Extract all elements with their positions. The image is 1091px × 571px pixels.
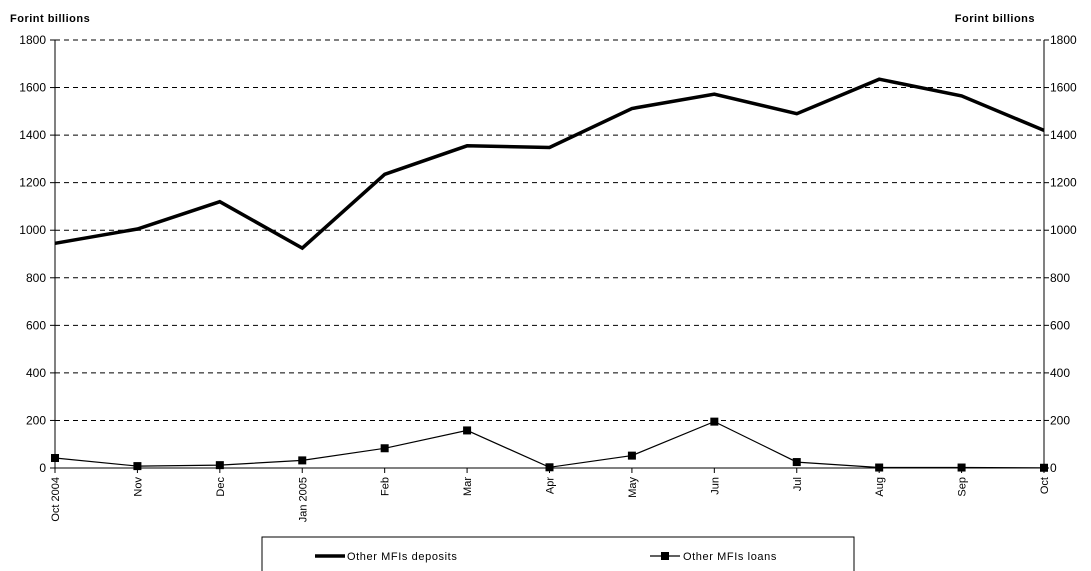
x-tick-label: Feb [380,477,392,496]
y-axis-right-ticks: 0 200 400 600 800 1000 1200 1400 1600 1800 [1044,33,1077,475]
data-point-marker [463,426,472,435]
y-right-tick-label: 200 [1050,413,1070,427]
y-right-tick-label: 1400 [1050,128,1077,142]
data-point-marker [133,462,142,471]
y-left-tick-label: 1000 [19,223,46,237]
x-tick-label: Jul [792,477,804,491]
x-tick-label: Jun [709,477,721,495]
series-lines [51,77,1048,472]
y-left-tick-label: 200 [26,413,46,427]
x-tick-label: Sep [957,477,969,497]
x-tick-label: Oct 2004 [50,477,62,522]
data-point-marker [875,463,884,472]
y-right-tick-label: 400 [1050,366,1070,380]
y-right-unit-label: Forint billions [955,13,1035,25]
legend-deposits-label: Other MFIs deposits [347,551,457,563]
x-tick-label: Aug [874,477,886,497]
data-point-marker [51,454,59,463]
y-left-tick-label: 800 [26,271,46,285]
legend-loans-marker [661,552,669,560]
y-right-tick-label: 1600 [1050,81,1077,95]
y-right-tick-label: 1200 [1050,176,1077,190]
x-tick-label: Dec [215,477,227,497]
data-point-marker [298,456,307,465]
x-tick-label: Oct [1039,477,1051,494]
x-tick-label: May [627,477,639,498]
y-left-tick-label: 600 [26,318,46,332]
y-left-unit-label: Forint billions [10,13,90,25]
data-point-marker [545,463,554,472]
data-point-marker [380,444,389,453]
x-tick-label: Nov [132,477,144,497]
legend-loans-label: Other MFIs loans [683,551,777,563]
y-left-tick-label: 0 [39,461,46,475]
y-left-tick-label: 1600 [19,81,46,95]
y-right-tick-label: 1000 [1050,223,1077,237]
x-tick-label: Apr [545,477,557,494]
legend: Other MFIs deposits Other MFIs loans [261,536,855,571]
x-tick-label: Jan 2005 [297,477,309,522]
series-line-0 [54,77,1045,251]
data-point-marker [627,451,636,460]
data-point-marker [1040,463,1048,472]
y-right-tick-label: 800 [1050,271,1070,285]
data-point-marker [215,461,224,470]
y-right-tick-label: 1800 [1050,33,1077,47]
x-axis-ticks: Oct 2004 Nov Dec Jan 2005 Feb Mar Apr May Jun Jul… [50,468,1051,522]
y-left-tick-label: 1200 [19,176,46,190]
data-point-marker [710,417,719,426]
x-tick-label: Mar [462,477,474,496]
y-left-tick-label: 1400 [19,128,46,142]
axes [54,40,1045,469]
y-left-tick-label: 1800 [19,33,46,47]
series-line-1 [54,420,1045,469]
data-point-marker [792,458,801,467]
legend-box [261,536,855,571]
gridlines [55,39,1044,421]
data-point-marker [957,463,966,472]
y-left-tick-label: 400 [26,366,46,380]
y-right-tick-label: 0 [1050,461,1057,475]
y-axis-left-ticks: 0 200 400 600 800 1000 1200 1400 1600 1800 [19,33,55,475]
y-right-tick-label: 600 [1050,318,1070,332]
